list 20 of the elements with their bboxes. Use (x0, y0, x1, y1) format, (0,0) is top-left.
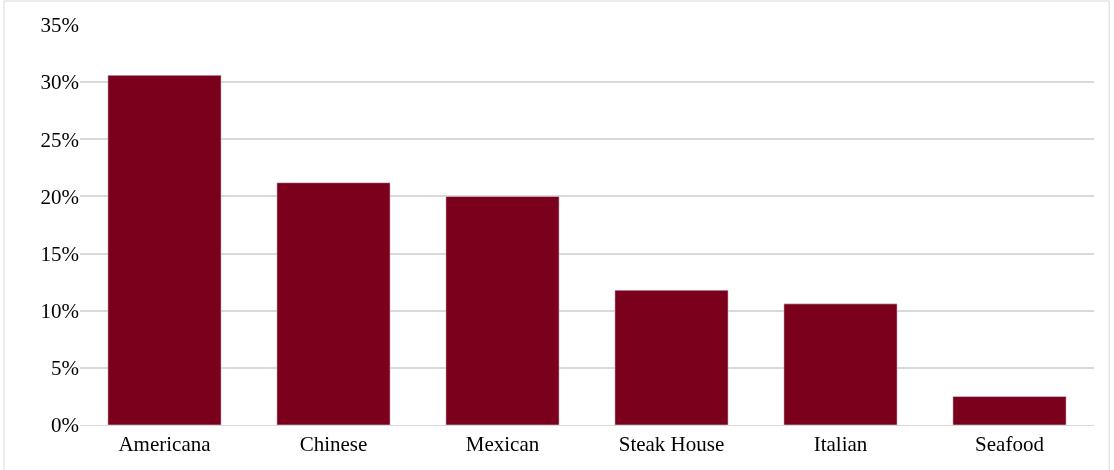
bar (276, 182, 391, 425)
x-tick-label: Americana (118, 432, 212, 457)
bar (107, 75, 222, 425)
bar (783, 303, 898, 425)
y-tick-label: 30% (40, 70, 79, 95)
x-tick-label: Chinese (299, 432, 368, 457)
x-tick-label: Italian (813, 432, 868, 457)
y-tick-label: 5% (51, 356, 79, 381)
y-tick-label: 35% (40, 13, 79, 38)
x-tick-label: Mexican (465, 432, 540, 457)
x-tick-label: Seafood (975, 432, 1045, 457)
y-tick-label: 15% (40, 241, 79, 266)
y-tick-label: 0% (51, 413, 79, 438)
x-tick-label: Steak House (618, 432, 725, 457)
bar (952, 396, 1067, 425)
bar (445, 196, 560, 425)
bar (614, 289, 729, 425)
y-tick-label: 20% (40, 184, 79, 209)
y-tick-label: 10% (40, 299, 79, 324)
y-tick-label: 25% (40, 127, 79, 152)
